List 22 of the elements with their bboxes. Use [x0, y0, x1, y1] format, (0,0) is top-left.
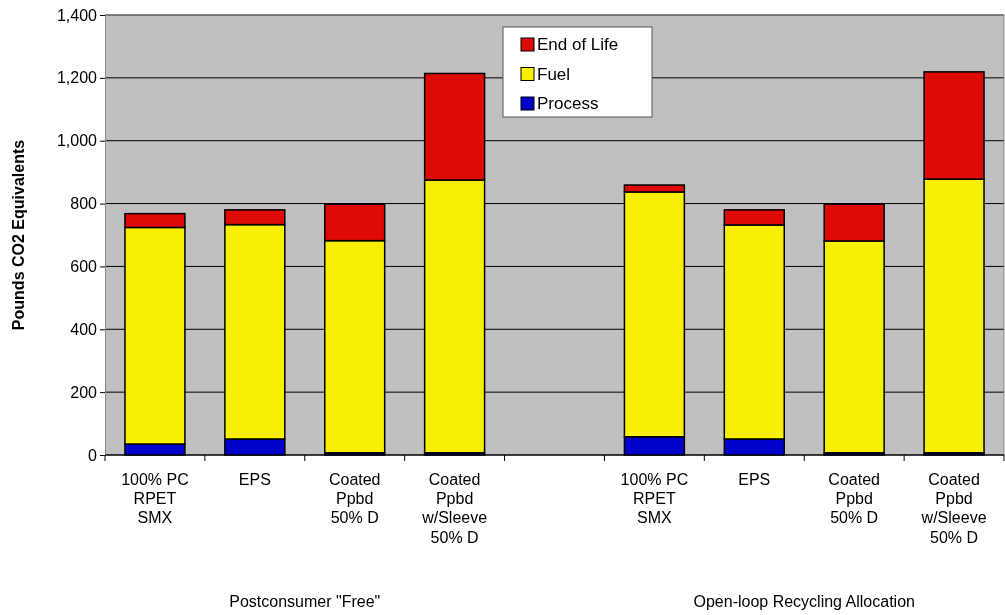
- y-tick-label: 600: [70, 258, 98, 276]
- text: Open-loop Recycling Allocation: [693, 593, 915, 610]
- y-tick-label: 1,400: [56, 6, 98, 24]
- x-tick-label: EPS: [738, 471, 771, 488]
- y-tick-label: 1,200: [56, 69, 98, 87]
- x-tick-label: Coated Ppbd 50% D: [328, 471, 381, 527]
- x-tick-label: 100% PC RPET SMX: [121, 471, 189, 527]
- x-tick-label: Coated Ppbd w/Sleeve 50% D: [421, 471, 488, 546]
- y-tick-label: 800: [70, 195, 98, 213]
- x-tick-label: EPS: [238, 471, 271, 488]
- y-axis-title: Pounds CO2 Equivalents: [10, 139, 27, 331]
- y-tick-label: 0: [88, 446, 98, 464]
- x-tick-label: Coated Ppbd 50% D: [828, 471, 880, 527]
- x-tick-label: Coated Ppbd w/Sleeve 50% D: [920, 471, 987, 546]
- legend-label: Process: [537, 94, 599, 113]
- legend-label: End of Life: [537, 35, 619, 54]
- x-tick-label: 100% PC RPET SMX: [620, 471, 689, 527]
- y-tick-label: 400: [70, 320, 98, 338]
- y-tick-label: 200: [70, 383, 98, 401]
- text: Postconsumer "Free": [229, 593, 381, 610]
- legend-label: Fuel: [537, 64, 571, 84]
- y-tick-label: 1,000: [56, 132, 98, 150]
